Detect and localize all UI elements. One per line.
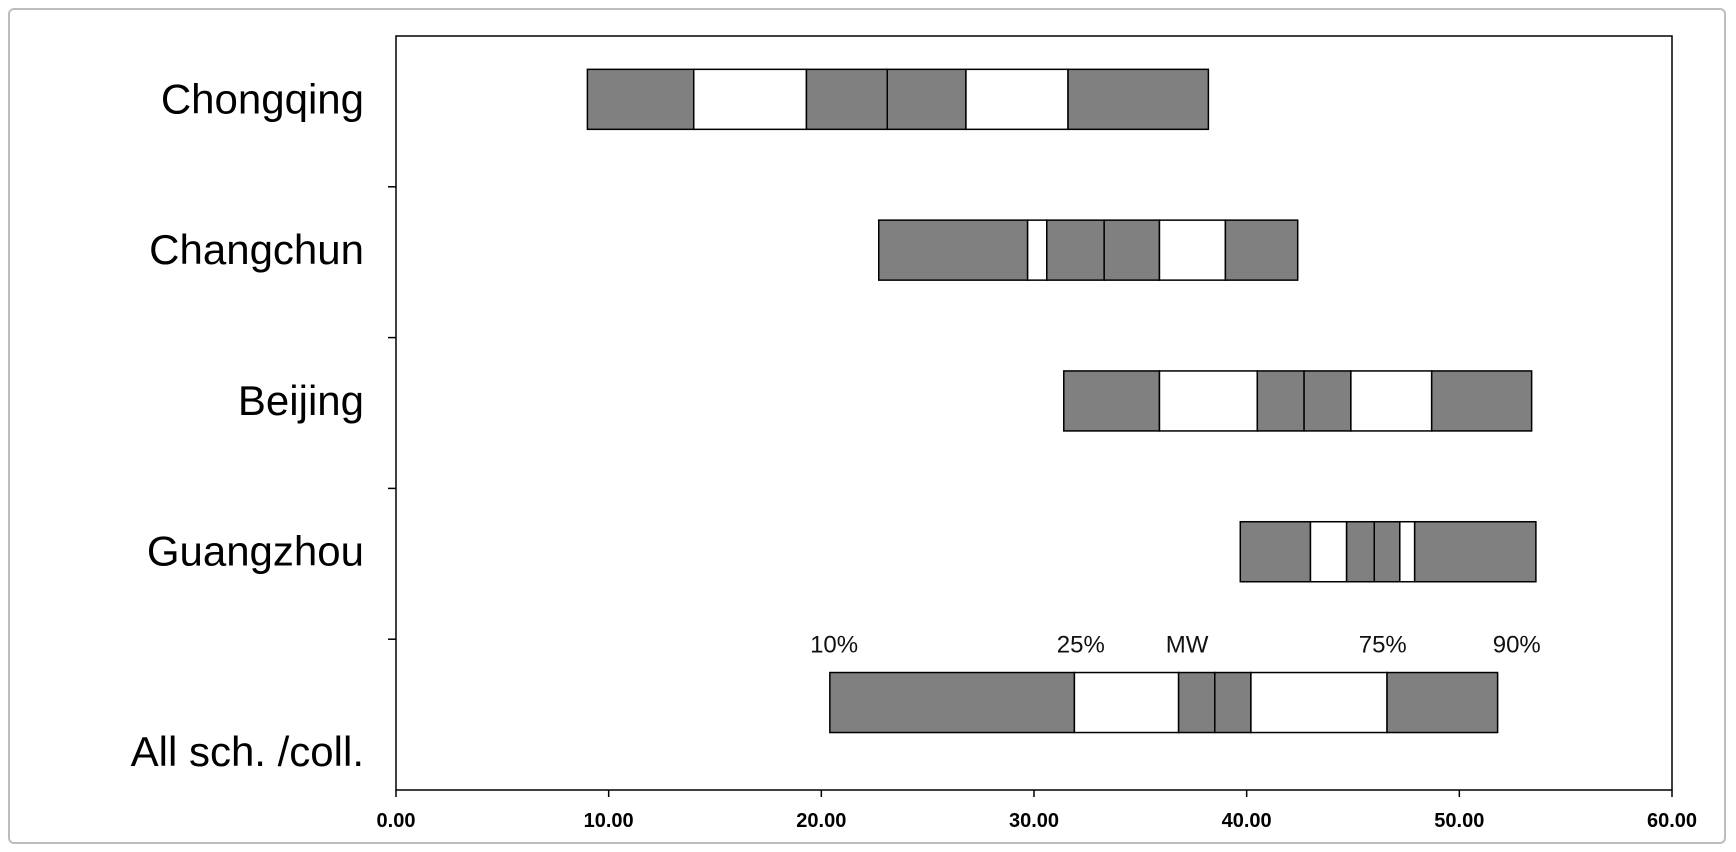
- x-tick-label: 0.00: [377, 810, 416, 832]
- bar-segment: [1309, 520, 1348, 583]
- annotation-label: 75%: [1359, 632, 1407, 659]
- axes: [388, 186, 1673, 797]
- x-tick-label: 30.00: [1009, 810, 1059, 832]
- bar-segment: [586, 68, 695, 131]
- category-label: Chongqing: [161, 75, 364, 122]
- bar-segment: [1430, 370, 1533, 432]
- category-label: Beijing: [238, 377, 364, 424]
- annotation-label: 25%: [1057, 632, 1105, 659]
- bar-segment: [1158, 219, 1227, 281]
- bar-segment: [965, 68, 1069, 131]
- x-tick-label: 10.00: [584, 810, 634, 832]
- category-label: All sch. /coll.: [131, 728, 364, 775]
- bar-segment: [878, 219, 1029, 281]
- annotation-label: 10%: [810, 632, 858, 659]
- bar-segment: [1413, 520, 1537, 583]
- category-label: Changchun: [149, 226, 364, 273]
- annotation-label: MW: [1166, 632, 1209, 659]
- bar-segment: [1239, 520, 1312, 583]
- bars: [586, 68, 1537, 734]
- bar-segment: [1158, 370, 1259, 432]
- bar-segment: [1103, 219, 1161, 281]
- bar-segment: [829, 671, 1076, 734]
- x-tick-label: 20.00: [796, 810, 846, 832]
- bar-segment: [1214, 671, 1252, 734]
- x-tick-label: 40.00: [1222, 810, 1272, 832]
- bar-segment: [1250, 671, 1388, 734]
- bar-segment: [692, 68, 808, 131]
- bar-segment: [1303, 370, 1352, 432]
- bar-segment: [1063, 370, 1161, 432]
- bar-segment: [1046, 219, 1105, 281]
- bar-segment: [1073, 671, 1180, 734]
- bar-segment: [1373, 520, 1401, 583]
- bar-segment: [805, 68, 889, 131]
- x-tick-label: 50.00: [1434, 810, 1484, 832]
- bar-segment: [1386, 671, 1499, 734]
- bar-segment: [1350, 370, 1433, 432]
- bar-segment: [1026, 219, 1048, 281]
- category-label: Guangzhou: [147, 528, 364, 575]
- bar-segment: [1067, 68, 1210, 131]
- bar-segment: [886, 68, 967, 131]
- annotation-label: 90%: [1493, 632, 1541, 659]
- category-labels: Chongqing Changchun Beijing Guangzhou All sc…: [131, 75, 364, 775]
- chart-frame: [8, 8, 1726, 844]
- bar-segment: [1399, 520, 1416, 583]
- bar-segment: [1177, 671, 1216, 734]
- bar-segment: [1224, 219, 1299, 281]
- bar-segment: [1345, 520, 1376, 583]
- annotations: 10% 25% MW 75% 90%: [810, 632, 1541, 659]
- x-tick-label: 60.00: [1647, 810, 1697, 832]
- x-tick-labels: 0.00 10.00 20.00 30.00 40.00 50.00 60.00: [377, 810, 1698, 832]
- bar-segment: [1256, 370, 1305, 432]
